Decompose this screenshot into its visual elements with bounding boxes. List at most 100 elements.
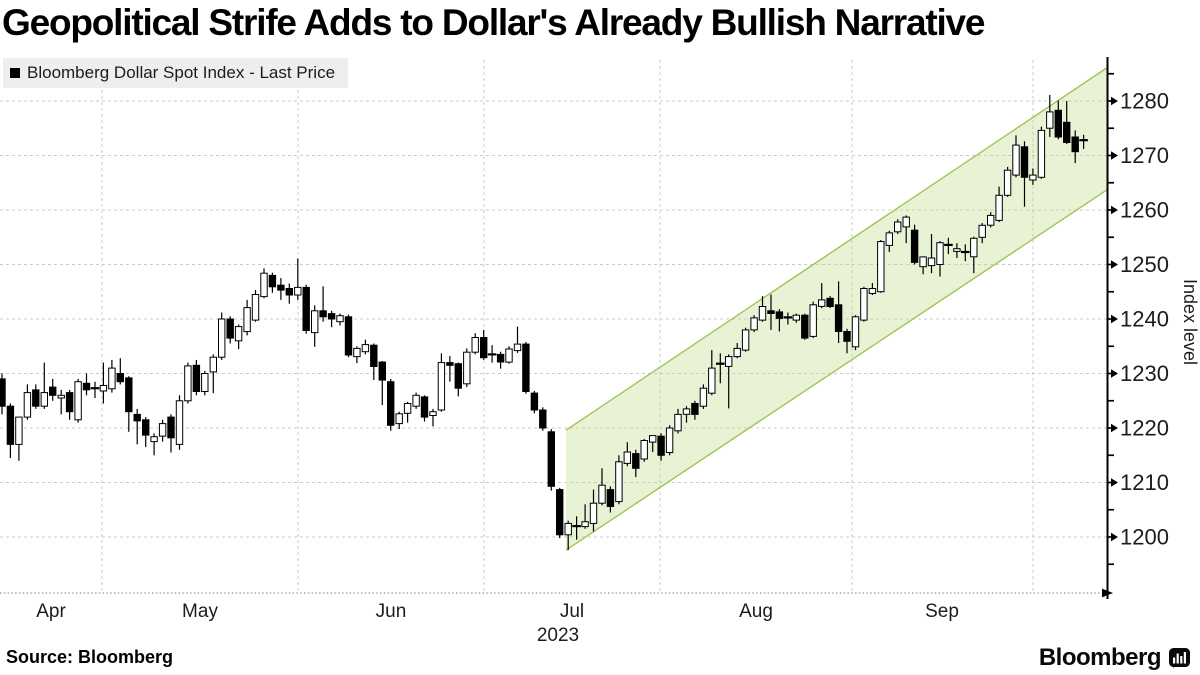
candle [15, 416, 23, 461]
candle [218, 312, 226, 360]
candle [336, 313, 344, 326]
candle [910, 224, 919, 265]
candle [556, 487, 564, 539]
candle [344, 314, 353, 358]
candle [277, 278, 285, 300]
candle [437, 353, 446, 412]
candle-body [319, 310, 327, 318]
candle-body [150, 436, 158, 443]
candle [851, 315, 860, 351]
candle-body [15, 416, 23, 445]
candle-body [632, 453, 640, 469]
candle [184, 362, 192, 404]
candle-body [953, 248, 961, 252]
candle-body [1079, 139, 1088, 142]
candle [311, 305, 319, 347]
candle-body [209, 356, 218, 373]
candle-body [758, 306, 767, 321]
candle-body [885, 232, 893, 246]
candle [192, 359, 201, 396]
bloomberg-terminal-icon [1169, 647, 1190, 668]
candle [142, 417, 150, 448]
candle [902, 215, 910, 244]
candle-body [23, 392, 32, 418]
candle-body [818, 299, 826, 307]
candle-body [978, 224, 986, 238]
candle-body [395, 413, 403, 425]
candle [82, 373, 91, 396]
candle-body [454, 363, 463, 389]
bloomberg-wordmark: Bloomberg [1038, 644, 1162, 671]
candle-body [370, 344, 378, 368]
candle-body [598, 484, 606, 504]
candle [167, 414, 175, 453]
candle-body [480, 337, 488, 359]
candle [877, 240, 885, 293]
candle [158, 419, 167, 442]
candle-body [716, 362, 725, 365]
candle-body [1054, 109, 1062, 138]
candle-body [623, 451, 631, 464]
x-axis-year-label: 2023 [537, 625, 579, 646]
candle-body [1029, 174, 1037, 181]
candle [1037, 126, 1046, 179]
candle [234, 324, 243, 349]
candle [826, 296, 834, 309]
candle [623, 442, 631, 467]
candle [420, 395, 429, 422]
y-axis-tick-label: 1270 [1120, 143, 1169, 168]
candle [657, 433, 665, 461]
candle-body [826, 297, 834, 307]
candle [1020, 141, 1029, 207]
candle [699, 384, 708, 409]
candle [632, 449, 640, 478]
candle [758, 296, 767, 322]
candle-body [40, 392, 48, 407]
candle-body [505, 348, 513, 363]
candle [919, 256, 927, 275]
candle [953, 243, 961, 258]
candle-body [674, 413, 682, 432]
candle [505, 346, 513, 364]
candle-body [218, 318, 226, 358]
candle [978, 223, 986, 244]
candle [294, 258, 302, 300]
candle [733, 343, 741, 359]
candle [23, 384, 32, 420]
candle-body [403, 403, 412, 414]
candle [741, 327, 750, 352]
candle [116, 358, 124, 385]
candle [843, 328, 851, 354]
candle-body [226, 318, 234, 339]
candle [649, 435, 657, 452]
candle-body [353, 347, 361, 358]
candle [251, 290, 260, 322]
candle-body [801, 314, 809, 339]
candle [547, 429, 555, 491]
candle [0, 373, 6, 415]
y-axis-tick-arrow-icon [1111, 314, 1118, 324]
chart-title: Geopolitical Strife Adds to Dollar's Alr… [2, 2, 986, 43]
y-axis-tick-arrow-icon [1111, 478, 1118, 487]
candle-body [750, 317, 758, 331]
candle-body [530, 392, 539, 411]
candle [1054, 100, 1062, 140]
candle-body [133, 413, 141, 422]
candle-body [429, 411, 437, 417]
x-axis-month-label: Jun [376, 601, 407, 622]
y-axis-title: Index level [1180, 279, 1200, 365]
candle [90, 381, 100, 398]
candle-body [74, 381, 82, 421]
candle [691, 400, 699, 420]
candle [74, 378, 82, 423]
candle [1071, 130, 1079, 164]
candle-body [783, 316, 793, 319]
candle [6, 403, 15, 458]
candle [970, 236, 978, 274]
candle [708, 350, 716, 396]
candle [564, 520, 572, 551]
y-axis-tick-arrow-icon [1111, 369, 1118, 378]
candle-body [792, 314, 800, 321]
candle [243, 299, 251, 336]
y-axis-tick-arrow-icon [1111, 260, 1118, 269]
